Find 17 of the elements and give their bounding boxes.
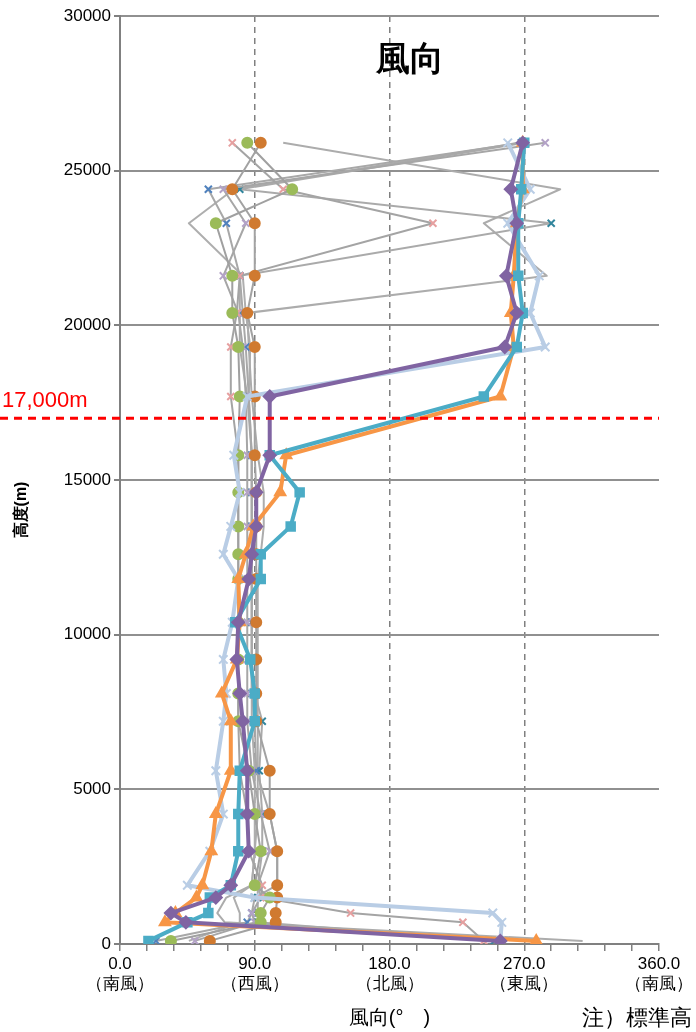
ref-line-label: 17,000m [2,387,88,413]
y-tick-label: 25000 [63,160,111,180]
x-tick-label: 360.0 （南風） [625,953,693,994]
y-tick-label: 0 [101,933,111,953]
x-tick-label: 0.0 （南風） [86,953,154,994]
y-tick-label: 5000 [73,779,111,799]
y-tick-label: 20000 [63,315,111,335]
x-tick-label: 270.0 （東風） [490,953,559,994]
y-tick-label: 10000 [63,624,111,644]
y-axis-title: 高度(m) [11,481,30,539]
x-axis-title: 風向(° ) [348,1005,431,1028]
text: 風向 [374,39,444,78]
text: 注）標準高 [582,1005,692,1031]
x-tick-label: 180.0 （北風） [355,953,424,994]
x-tick-label: 90.0 （西風） [220,953,289,994]
y-tick-label: 15000 [63,469,111,489]
y-tick-label: 30000 [63,5,111,25]
